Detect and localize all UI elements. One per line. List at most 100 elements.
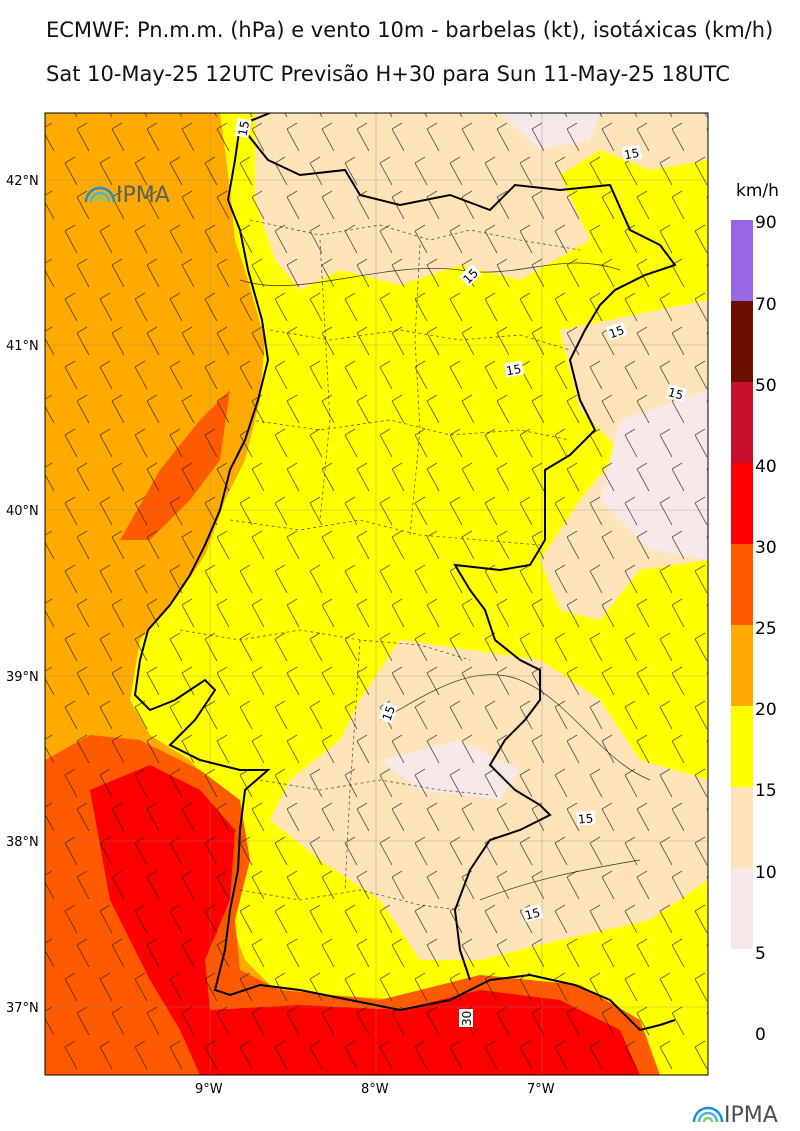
wind-barb — [251, 326, 265, 356]
lon-label-8w: 8°W — [361, 1082, 389, 1097]
colorbar-level: 10 — [755, 863, 777, 883]
wind-barb — [531, 462, 545, 492]
colorbar: km/h 90 70 50 40 30 25 20 15 10 5 0 — [731, 181, 779, 1045]
wind-barb — [484, 1040, 498, 1070]
map-area — [30, 113, 708, 1075]
wind-barb — [589, 632, 603, 662]
wind-barb — [64, 156, 78, 186]
wind-barb — [531, 666, 545, 696]
wind-barb — [449, 768, 463, 798]
wind-barb — [99, 156, 113, 186]
footer-logo-arcs-icon — [692, 1106, 724, 1123]
wind-barb — [146, 258, 160, 288]
wind-barb — [531, 734, 545, 764]
wind-barb — [671, 598, 685, 628]
wind-barb — [121, 1074, 122, 1075]
wind-barb — [309, 1040, 323, 1070]
wind-barb — [554, 224, 568, 254]
wind-barb — [169, 156, 183, 186]
wind-barb — [239, 360, 253, 390]
wind-barb — [321, 734, 335, 764]
peach-south-east — [500, 830, 650, 910]
wind-barb — [134, 904, 148, 934]
wind-barb — [181, 258, 195, 288]
wind-barb — [531, 394, 545, 424]
wind-barb — [624, 972, 638, 1002]
wind-barb — [379, 564, 393, 594]
wind-barb — [181, 598, 195, 628]
wind-barb — [496, 870, 510, 900]
wind-barb — [51, 1074, 52, 1075]
wind-barb — [694, 496, 708, 526]
wind-barb — [86, 1074, 87, 1075]
wind-barb — [694, 224, 708, 254]
wind-barb — [76, 734, 90, 764]
wind-barb — [331, 1074, 332, 1075]
wind-barb — [706, 1011, 708, 1016]
wind-barb — [111, 938, 125, 968]
wind-barb — [321, 122, 335, 152]
wind-barb — [111, 258, 125, 288]
wind-barb — [169, 768, 183, 798]
wind-barb — [566, 1006, 580, 1036]
wind-barb — [391, 870, 405, 900]
wind-barb — [484, 564, 498, 594]
wind-barb — [484, 768, 498, 798]
wind-barb — [391, 938, 405, 968]
wind-barb — [76, 938, 90, 968]
wind-barb — [706, 603, 708, 608]
isotach-label: 15 — [623, 146, 640, 162]
wind-barb — [251, 394, 265, 424]
wind-barb — [671, 530, 685, 560]
wind-barb — [64, 496, 78, 526]
wind-barb — [554, 360, 568, 390]
wind-barb — [414, 564, 428, 594]
wind-barb — [496, 666, 510, 696]
wind-barb — [694, 972, 708, 1002]
wind-barb — [671, 870, 685, 900]
wind-barb — [461, 190, 475, 220]
wind-barb — [379, 224, 393, 254]
wind-barb — [636, 734, 650, 764]
wind-barb — [286, 938, 300, 968]
wind-barb — [519, 836, 533, 866]
wind-barb — [146, 802, 160, 832]
isotach-label: 15 — [236, 120, 252, 137]
wind-barb — [566, 666, 580, 696]
colorbar-level: 5 — [755, 944, 766, 964]
wind-barb — [496, 1006, 510, 1036]
wind-barb — [321, 598, 335, 628]
wind-barb — [659, 768, 673, 798]
wind-barb — [344, 496, 358, 526]
wind-barb — [181, 1006, 195, 1036]
pale-east — [600, 390, 708, 560]
wind-barb — [531, 326, 545, 356]
wind-barb — [344, 836, 358, 866]
wind-barb — [204, 496, 218, 526]
wind-barb — [286, 190, 300, 220]
wind-barb — [589, 428, 603, 458]
wind-barb — [519, 1040, 533, 1070]
wind-barb — [169, 564, 183, 594]
wind-barb — [30, 905, 42, 933]
colorbar-swatch — [731, 544, 753, 625]
wind-barb — [45, 734, 55, 764]
wind-barb — [216, 462, 230, 492]
red-core — [90, 765, 640, 1075]
wind-barb — [506, 1074, 507, 1075]
wind-barb — [286, 326, 300, 356]
wind-barb — [601, 666, 615, 696]
wind-barb — [566, 530, 580, 560]
wind-barb — [344, 700, 358, 730]
wind-barb — [554, 496, 568, 526]
wind-barb — [461, 462, 475, 492]
wind-barb — [566, 802, 580, 832]
wind-barb — [694, 836, 708, 866]
wind-barb — [251, 462, 265, 492]
colorbar-level: 70 — [755, 295, 777, 315]
wind-barb — [169, 360, 183, 390]
wind-barb — [181, 190, 195, 220]
wind-barb — [496, 802, 510, 832]
wind-barb — [414, 224, 428, 254]
wind-barb — [251, 530, 265, 560]
